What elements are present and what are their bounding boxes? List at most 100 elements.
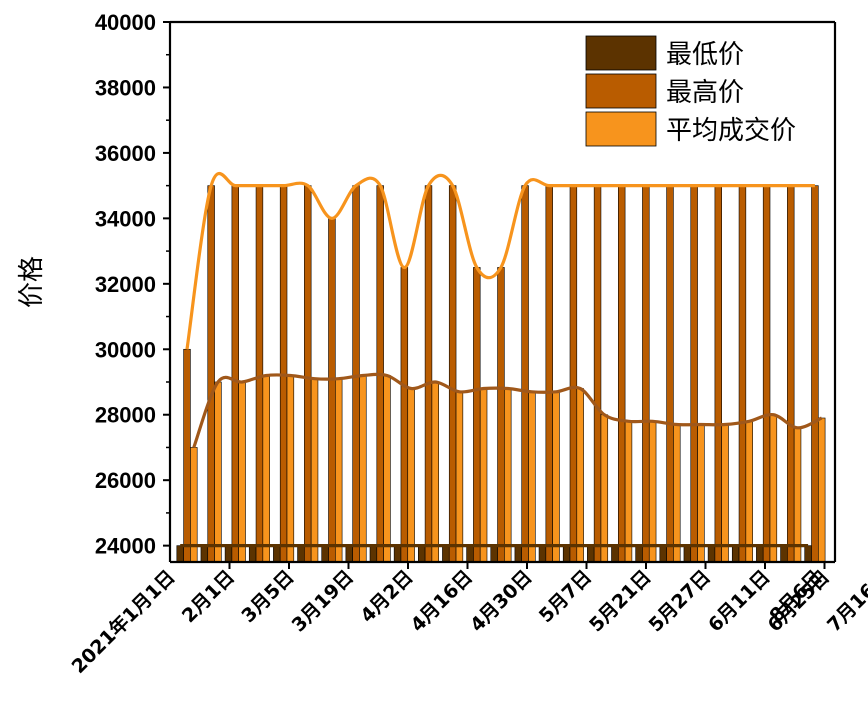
bar-max-16 [569,185,578,563]
y-tick-label: 30000 [95,337,156,362]
bar-min-11 [442,545,450,563]
bar-max-0 [183,348,191,563]
x-tick-label: 2月1日 [178,566,239,627]
bar-max-24 [762,185,771,563]
bar-min-0 [176,545,184,563]
bar-avg-19 [648,420,657,563]
y-tick-label: 26000 [95,468,156,493]
bar-min-10 [417,545,426,563]
bar-avg-17 [600,414,609,563]
bar-avg-21 [697,424,705,563]
bar-avg-26 [817,417,826,563]
bar-min-3 [248,545,257,563]
bar-max-19 [642,185,650,563]
y-axis-label: 价格 [17,256,47,308]
bar-avg-12 [479,388,488,563]
bar-max-13 [497,267,505,563]
bar-min-26 [804,545,812,563]
x-tick-label: 7月16日 [823,566,868,636]
bar-min-25 [780,545,788,563]
trend-lines-layer [180,171,823,548]
legend-swatch-min [585,35,657,71]
bar-max-17 [593,185,602,563]
bar-avg-22 [721,424,729,563]
bar-avg-18 [624,420,633,563]
bars-layer [176,185,826,563]
bar-min-15 [538,545,547,563]
bar-avg-20 [673,424,681,563]
bar-avg-24 [769,414,778,563]
bar-avg-1 [214,381,222,563]
legend-swatch-avg [585,111,657,147]
bar-max-18 [617,185,626,563]
x-tick-label: 4月16日 [407,566,477,636]
y-tick-label: 32000 [95,272,156,297]
bar-min-4 [273,545,281,563]
legend-label-min: 最低价 [666,40,744,70]
bar-min-19 [635,545,643,563]
bar-max-15 [545,185,553,563]
bar-min-23 [731,545,740,563]
bar-avg-4 [286,375,295,563]
bar-max-2 [231,185,239,563]
bar-max-5 [304,185,312,563]
bar-max-14 [521,185,529,563]
bar-min-5 [297,545,305,563]
x-tick-label: 5月27日 [645,566,715,636]
bar-avg-7 [359,375,367,563]
bar-avg-14 [528,391,536,563]
y-tick-label: 24000 [95,534,156,559]
bar-min-1 [200,545,209,563]
y-tick-label: 38000 [95,75,156,100]
bar-avg-8 [383,375,391,563]
bar-avg-23 [745,420,753,563]
bar-min-17 [587,545,595,563]
bar-min-8 [369,545,378,563]
bar-avg-6 [334,378,343,563]
bar-avg-13 [504,388,512,563]
bar-max-7 [352,185,360,563]
bar-avg-25 [793,427,802,563]
x-tick-label: 2021年1月1日 [67,565,180,678]
bar-max-3 [255,185,264,563]
bar-avg-9 [407,388,415,563]
max-trend-line [185,171,815,350]
bar-max-1 [207,185,215,563]
bar-max-9 [400,267,409,563]
bar-max-11 [448,185,457,563]
x-tick-label: 4月30日 [466,566,536,636]
bar-max-25 [787,185,795,563]
bar-max-10 [424,185,433,563]
x-tick-label: 3月19日 [288,566,358,636]
bar-min-16 [562,545,571,563]
bar-min-21 [683,545,692,563]
bar-min-6 [321,545,329,563]
bar-min-12 [466,545,474,563]
bar-max-6 [328,218,336,563]
bar-avg-2 [238,381,246,563]
bar-avg-10 [431,381,439,563]
y-tick-label: 28000 [95,403,156,428]
bar-max-12 [473,267,481,563]
bar-avg-11 [455,391,464,563]
y-tick-label: 40000 [95,10,156,35]
bar-max-21 [690,185,698,563]
bar-min-2 [224,545,233,563]
avg-trend-line [192,372,823,449]
legend-label-max: 最高价 [666,78,744,108]
x-tick-label: 6月11日 [704,566,774,636]
bar-max-26 [811,185,819,563]
bar-avg-15 [552,391,560,563]
bar-min-22 [707,545,716,563]
bar-avg-5 [310,378,319,563]
y-tick-label: 34000 [95,206,156,231]
bar-avg-16 [576,388,584,563]
bar-max-22 [714,185,723,563]
bar-avg-3 [262,375,270,563]
x-tick-label: 5月21日 [585,566,655,636]
bar-min-20 [659,545,667,563]
bar-min-24 [756,545,764,563]
legend-swatch-max [585,73,657,109]
bar-min-13 [490,545,498,563]
